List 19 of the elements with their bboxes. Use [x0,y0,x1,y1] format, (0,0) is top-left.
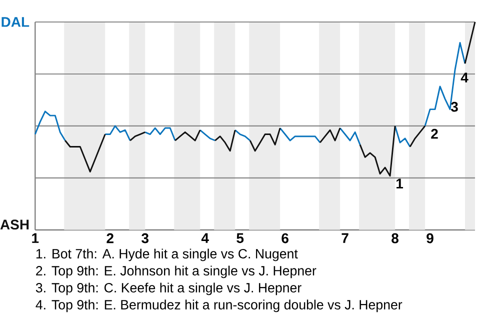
text: 2. Top 9th: E. Johnson hit a single vs J. Hepner [36,266,316,278]
x-tick-label: 1 [32,233,39,243]
x-tick-label: 2 [106,233,114,244]
annotation: 3 [450,102,458,112]
x-tick-label: 5 [236,233,244,244]
annotation: 2 [431,128,438,139]
annotation: 4 [460,72,468,82]
text: 3. Top 9th: C. Keefe hit a single vs J. Hepner [36,282,302,296]
annotation: 1 [396,178,404,188]
x-tick-label: 4 [201,233,209,243]
x-tick-label: 6 [282,233,288,244]
text: DAL [2,17,30,27]
text: ASH [0,220,29,230]
x-tick-label: 9 [426,233,434,244]
x-tick-label: 7 [342,233,348,243]
text: 1. Bot 7th: A. Hyde hit a single vs C. Nugent [36,248,298,262]
x-tick-label: 8 [392,233,398,244]
x-tick-label: 3 [142,233,148,244]
text: 4. Top 9th: E. Bermudez hit a run-scoring double vs J. Hepner [36,300,402,312]
